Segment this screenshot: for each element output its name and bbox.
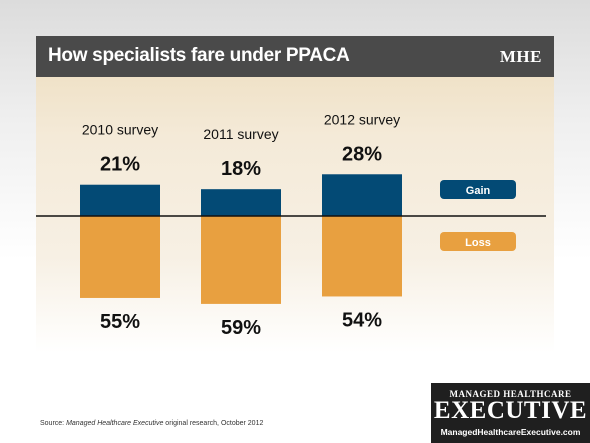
gain-value-label: 28% — [342, 143, 382, 165]
loss-value-label: 54% — [342, 309, 382, 331]
source-publication: Managed Healthcare Executive — [66, 420, 164, 427]
logo-main-text: EXECUTIVE — [433, 397, 588, 424]
gain-bar — [201, 189, 281, 216]
chart-title: How specialists fare under PPACA — [48, 45, 350, 66]
source-note: Source: Managed Healthcare Executive ori… — [40, 420, 263, 427]
loss-bar — [201, 216, 281, 304]
brand-abbreviation: MHE — [499, 47, 542, 66]
loss-value-label: 59% — [221, 317, 261, 339]
source-prefix: Source: — [40, 420, 67, 427]
gain-value-label: 18% — [221, 158, 261, 180]
gain-value-label: 21% — [100, 154, 140, 176]
gain-bar — [80, 184, 160, 216]
gain-bar — [322, 174, 402, 216]
category-label: 2010 survey — [82, 122, 158, 138]
mhe-logo: MANAGED HEALTHCARE EXECUTIVE ManagedHeal… — [431, 383, 590, 443]
loss-bar — [80, 216, 160, 298]
loss-bar — [322, 216, 402, 297]
source-suffix: original research, October 2012 — [163, 420, 264, 427]
legend-label-gain: Gain — [466, 185, 491, 197]
category-label: 2012 survey — [324, 111, 400, 127]
logo-url: ManagedHealthcareExecutive.com — [440, 427, 581, 437]
chart-header: How specialists fare under PPACA MHE — [36, 36, 554, 77]
logo-top-text: MANAGED HEALTHCARE — [449, 389, 572, 399]
legend-swatch-gain — [440, 180, 516, 199]
legend-swatch-loss — [440, 232, 516, 251]
category-label: 2011 survey — [203, 126, 278, 142]
loss-value-label: 55% — [100, 311, 140, 333]
legend-label-loss: Loss — [465, 237, 491, 249]
